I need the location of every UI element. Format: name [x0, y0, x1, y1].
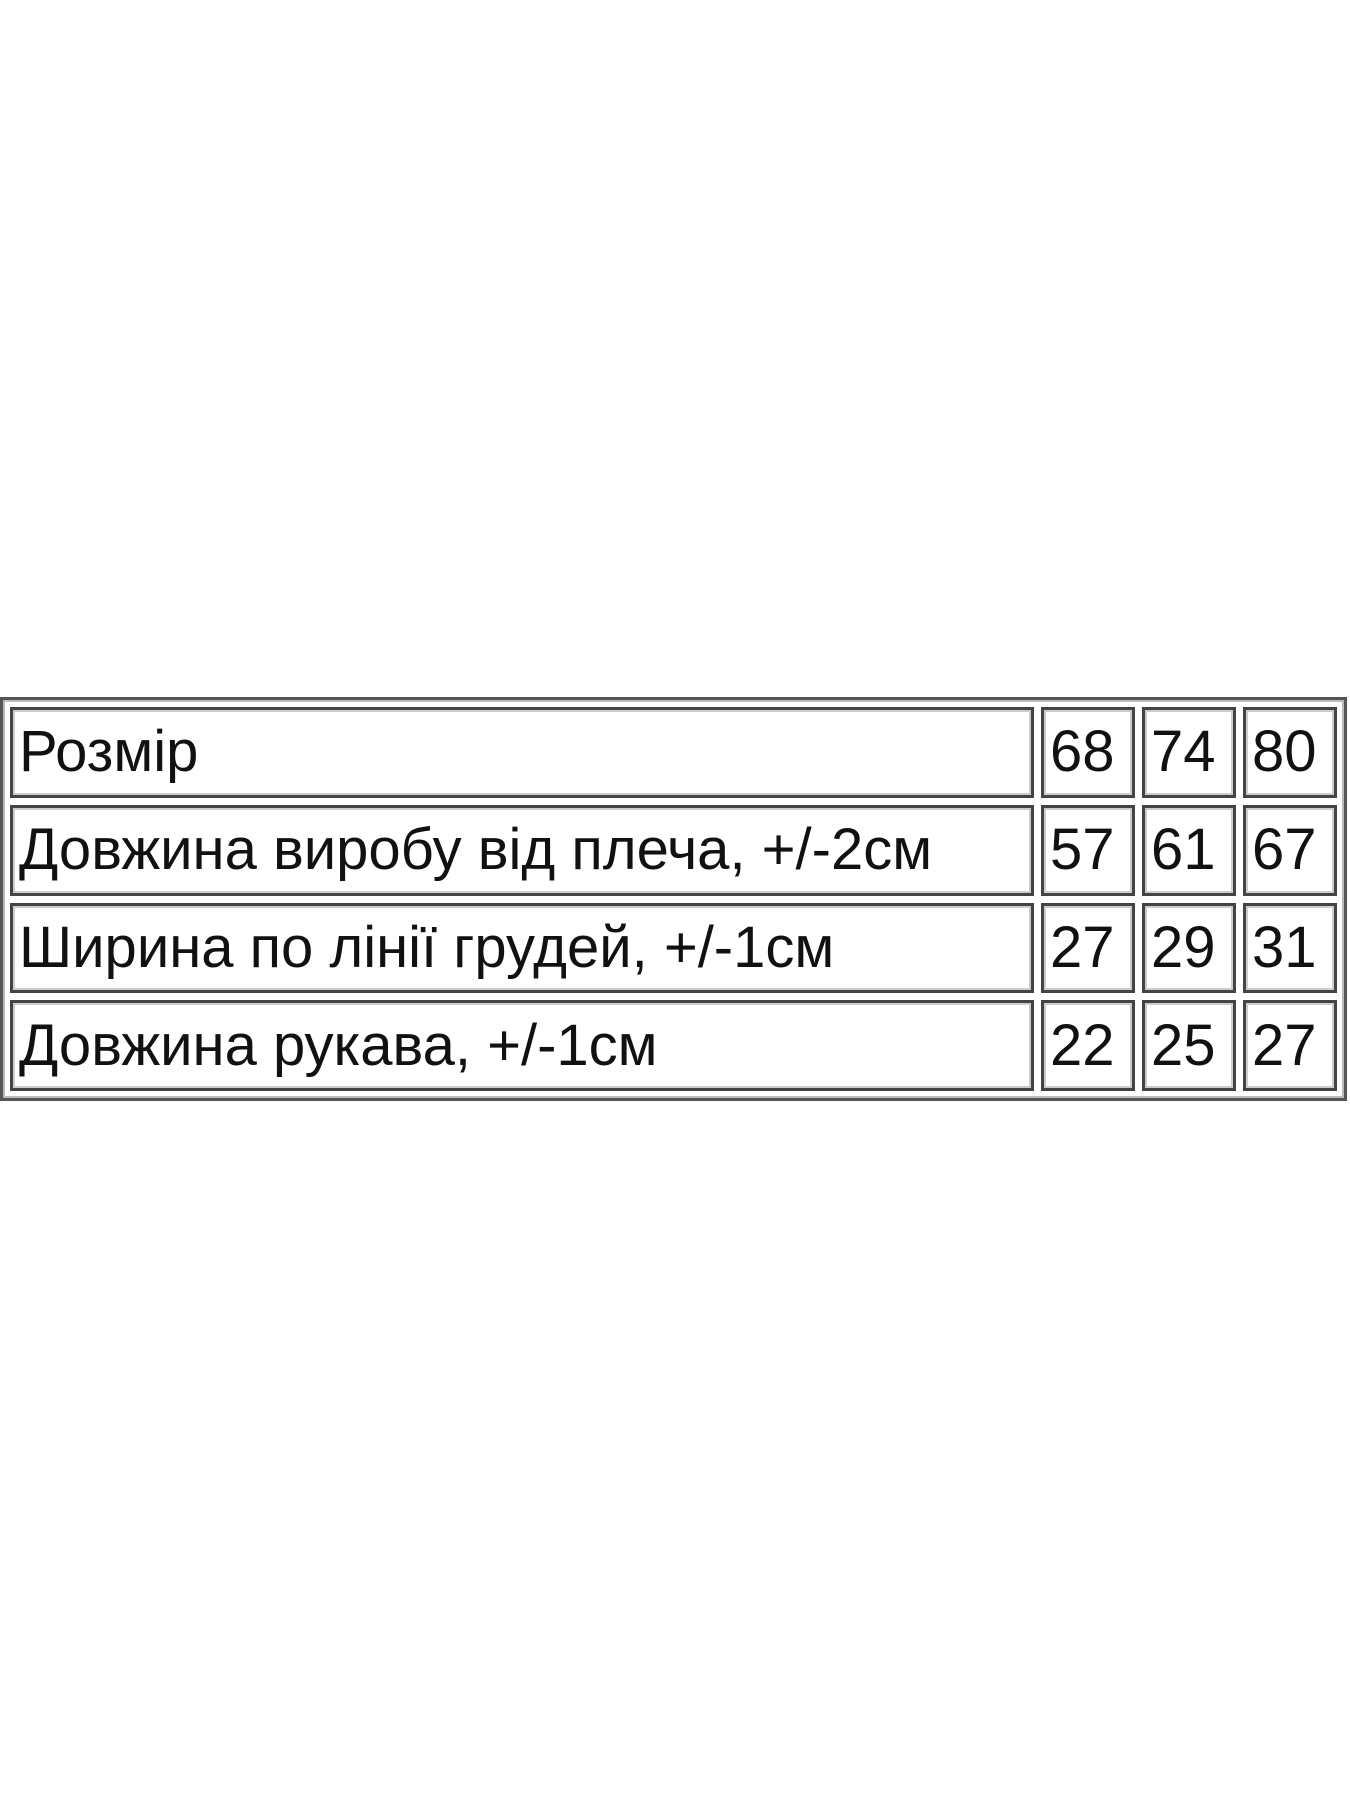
cell-value: 27 [1041, 902, 1135, 994]
size-80: 80 [1243, 707, 1337, 798]
row-label: Ширина по лінії грудей, +/-1см [10, 902, 1034, 994]
cell-value: 67 [1243, 804, 1337, 896]
cell-value: 57 [1041, 804, 1135, 896]
cell-value: 22 [1041, 1000, 1135, 1091]
size-74: 74 [1142, 707, 1236, 798]
size-68: 68 [1041, 707, 1135, 798]
cell-value: 25 [1142, 1000, 1236, 1091]
row-label: Довжина виробу від плеча, +/-2см [10, 804, 1034, 896]
cell-value: 31 [1243, 902, 1337, 994]
row-label: Довжина рукава, +/-1см [10, 1000, 1034, 1091]
cell-value: 29 [1142, 902, 1236, 994]
cell-value: 27 [1243, 1000, 1337, 1091]
cell-value: 61 [1142, 804, 1236, 896]
table-header-row: Розмір 68 74 80 [10, 707, 1337, 798]
table-row: Ширина по лінії грудей, +/-1см 27 29 31 [10, 902, 1337, 994]
header-label: Розмір [10, 707, 1034, 798]
table-row: Довжина виробу від плеча, +/-2см 57 61 6… [10, 804, 1337, 896]
size-chart-table: Розмір 68 74 80 Довжина виробу від плеча… [0, 697, 1347, 1101]
table-row: Довжина рукава, +/-1см 22 25 27 [10, 1000, 1337, 1091]
